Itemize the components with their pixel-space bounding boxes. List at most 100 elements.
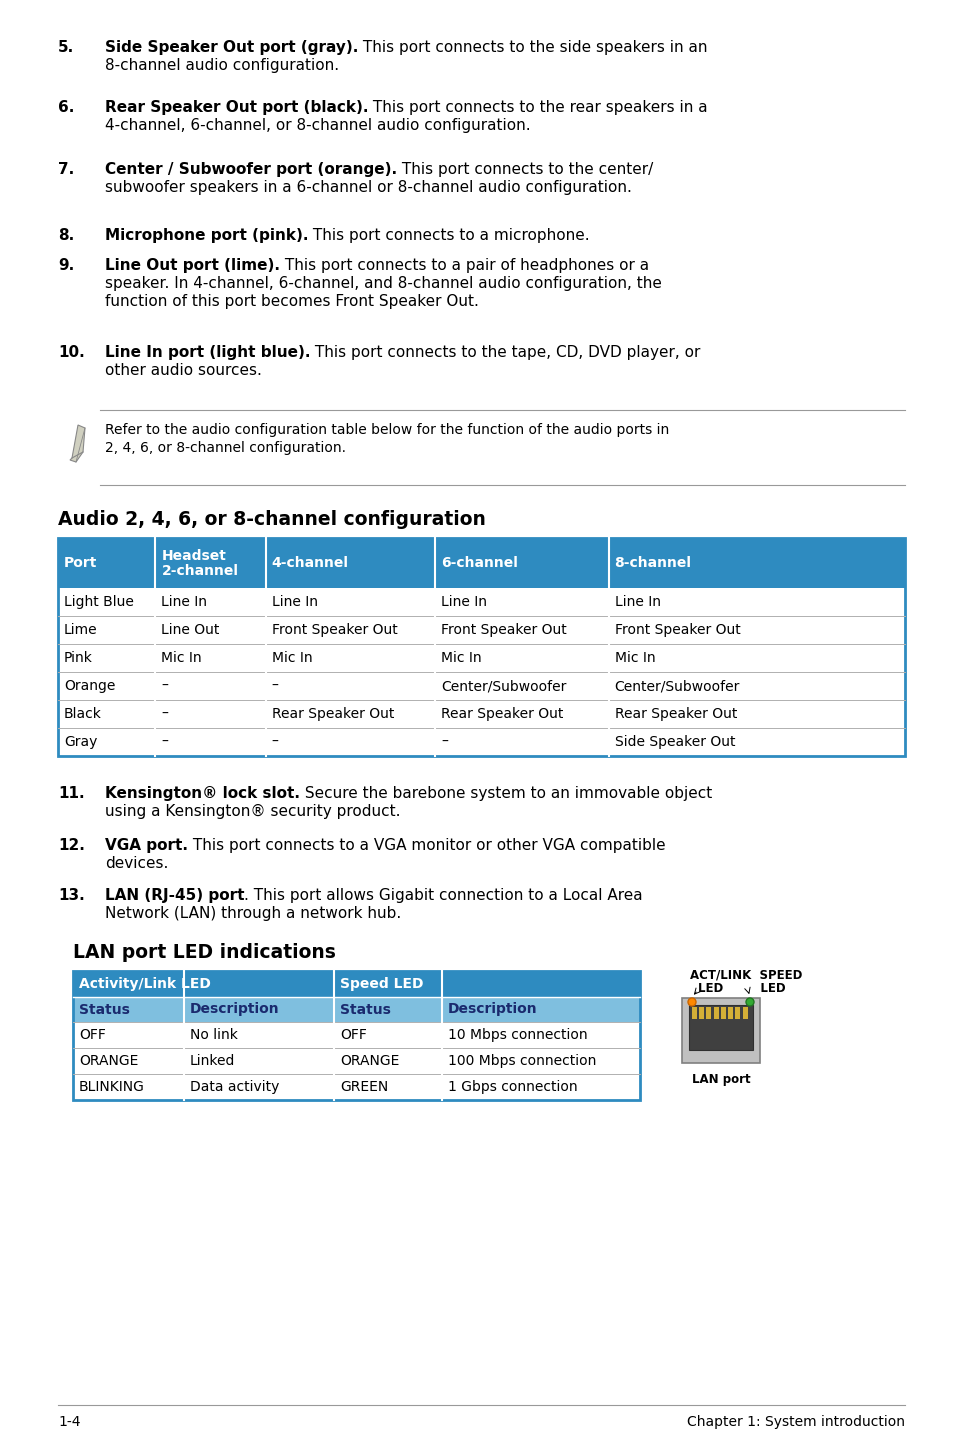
Text: Secure the barebone system to an immovable object: Secure the barebone system to an immovab… (299, 787, 712, 801)
Text: OFF: OFF (339, 1028, 366, 1043)
Text: 100 Mbps connection: 100 Mbps connection (447, 1054, 596, 1068)
Polygon shape (70, 426, 85, 462)
Text: 1 Gbps connection: 1 Gbps connection (447, 1080, 577, 1094)
Text: LAN port LED indications: LAN port LED indications (73, 943, 335, 962)
Bar (73, 971, 639, 997)
Bar (713, 1007, 718, 1020)
Text: Line In: Line In (614, 595, 659, 610)
Text: Pink: Pink (64, 651, 92, 664)
Circle shape (745, 998, 753, 1007)
Text: –: – (272, 679, 278, 693)
Text: 8-channel: 8-channel (614, 557, 691, 569)
Text: 2, 4, 6, or 8-channel configuration.: 2, 4, 6, or 8-channel configuration. (105, 441, 346, 454)
Text: –: – (161, 735, 168, 749)
Text: 7.: 7. (58, 162, 74, 177)
Bar (58, 700, 904, 728)
Text: Side Speaker Out port (gray).: Side Speaker Out port (gray). (105, 40, 358, 55)
Bar (58, 538, 904, 756)
Text: Linked: Linked (190, 1054, 234, 1068)
Text: LAN port: LAN port (691, 1073, 749, 1086)
Text: 12.: 12. (58, 838, 85, 853)
Bar (742, 1007, 747, 1020)
Text: Line In port (light blue).: Line In port (light blue). (105, 345, 310, 360)
Text: BLINKING: BLINKING (79, 1080, 145, 1094)
Text: This port connects to a pair of headphones or a: This port connects to a pair of headphon… (280, 257, 648, 273)
Text: function of this port becomes Front Speaker Out.: function of this port becomes Front Spea… (105, 293, 478, 309)
Text: Line Out: Line Out (161, 623, 219, 637)
Bar (691, 1007, 696, 1020)
Bar (699, 1007, 703, 1020)
Bar (58, 672, 904, 700)
Text: subwoofer speakers in a 6-channel or 8-channel audio configuration.: subwoofer speakers in a 6-channel or 8-c… (105, 180, 631, 196)
Text: Description: Description (190, 1002, 279, 1017)
Text: Mic In: Mic In (440, 651, 481, 664)
Text: Mic In: Mic In (614, 651, 655, 664)
FancyBboxPatch shape (681, 998, 760, 1063)
Text: ACT/LINK  SPEED: ACT/LINK SPEED (689, 968, 801, 981)
Text: Side Speaker Out: Side Speaker Out (614, 735, 734, 749)
Text: Lime: Lime (64, 623, 97, 637)
Text: 11.: 11. (58, 787, 85, 801)
Text: . This port allows Gigabit connection to a Local Area: . This port allows Gigabit connection to… (244, 889, 642, 903)
Text: ORANGE: ORANGE (339, 1054, 398, 1068)
Text: ORANGE: ORANGE (79, 1054, 138, 1068)
Bar (720, 1007, 725, 1020)
Text: Rear Speaker Out: Rear Speaker Out (614, 707, 736, 720)
Text: –: – (272, 735, 278, 749)
Text: Mic In: Mic In (161, 651, 202, 664)
Text: This port connects to the side speakers in an: This port connects to the side speakers … (358, 40, 707, 55)
Text: –: – (440, 735, 447, 749)
Text: using a Kensington® security product.: using a Kensington® security product. (105, 804, 400, 820)
Text: LED         LED: LED LED (698, 982, 785, 995)
Text: Center/Subwoofer: Center/Subwoofer (440, 679, 566, 693)
Text: 4-channel, 6-channel, or 8-channel audio configuration.: 4-channel, 6-channel, or 8-channel audio… (105, 118, 530, 132)
Text: 13.: 13. (58, 889, 85, 903)
Text: LAN (RJ-45) port: LAN (RJ-45) port (105, 889, 244, 903)
Bar (688, 1005, 752, 1050)
Text: This port connects to the rear speakers in a: This port connects to the rear speakers … (368, 101, 707, 115)
Bar (58, 588, 904, 615)
Text: Description: Description (447, 1002, 537, 1017)
Bar (706, 1007, 711, 1020)
Circle shape (687, 998, 696, 1007)
Text: Front Speaker Out: Front Speaker Out (440, 623, 566, 637)
Text: GREEN: GREEN (339, 1080, 388, 1094)
Bar (73, 1022, 639, 1048)
Text: Mic In: Mic In (272, 651, 312, 664)
Text: –: – (161, 679, 168, 693)
Text: Center / Subwoofer port (orange).: Center / Subwoofer port (orange). (105, 162, 396, 177)
Text: No link: No link (190, 1028, 237, 1043)
Text: 8-channel audio configuration.: 8-channel audio configuration. (105, 58, 338, 73)
Text: Rear Speaker Out: Rear Speaker Out (272, 707, 394, 720)
Text: Kensington® lock slot.: Kensington® lock slot. (105, 787, 299, 801)
Text: 1-4: 1-4 (58, 1415, 80, 1429)
Text: Status: Status (339, 1002, 391, 1017)
Bar (73, 1048, 639, 1074)
Text: 6-channel: 6-channel (440, 557, 517, 569)
Text: Orange: Orange (64, 679, 115, 693)
Text: Front Speaker Out: Front Speaker Out (614, 623, 740, 637)
Text: 4-channel: 4-channel (272, 557, 348, 569)
Text: 8.: 8. (58, 229, 74, 243)
Text: Microphone port (pink).: Microphone port (pink). (105, 229, 308, 243)
Text: Network (LAN) through a network hub.: Network (LAN) through a network hub. (105, 906, 401, 920)
Text: other audio sources.: other audio sources. (105, 362, 262, 378)
Text: OFF: OFF (79, 1028, 106, 1043)
Text: Rear Speaker Out: Rear Speaker Out (440, 707, 562, 720)
Text: Audio 2, 4, 6, or 8-channel configuration: Audio 2, 4, 6, or 8-channel configuratio… (58, 510, 485, 529)
Bar (58, 644, 904, 672)
Text: Data activity: Data activity (190, 1080, 278, 1094)
Text: 9.: 9. (58, 257, 74, 273)
Text: Refer to the audio configuration table below for the function of the audio ports: Refer to the audio configuration table b… (105, 423, 669, 437)
Text: Status: Status (79, 1002, 130, 1017)
Text: This port connects to the tape, CD, DVD player, or: This port connects to the tape, CD, DVD … (310, 345, 700, 360)
Text: Port: Port (64, 557, 97, 569)
Text: Black: Black (64, 707, 102, 720)
Text: Speed LED: Speed LED (339, 976, 423, 991)
Text: Activity/Link LED: Activity/Link LED (79, 976, 211, 991)
Text: Line In: Line In (272, 595, 317, 610)
Text: speaker. In 4-channel, 6-channel, and 8-channel audio configuration, the: speaker. In 4-channel, 6-channel, and 8-… (105, 276, 661, 290)
Text: 6.: 6. (58, 101, 74, 115)
Text: Rear Speaker Out port (black).: Rear Speaker Out port (black). (105, 101, 368, 115)
Bar (73, 1074, 639, 1100)
